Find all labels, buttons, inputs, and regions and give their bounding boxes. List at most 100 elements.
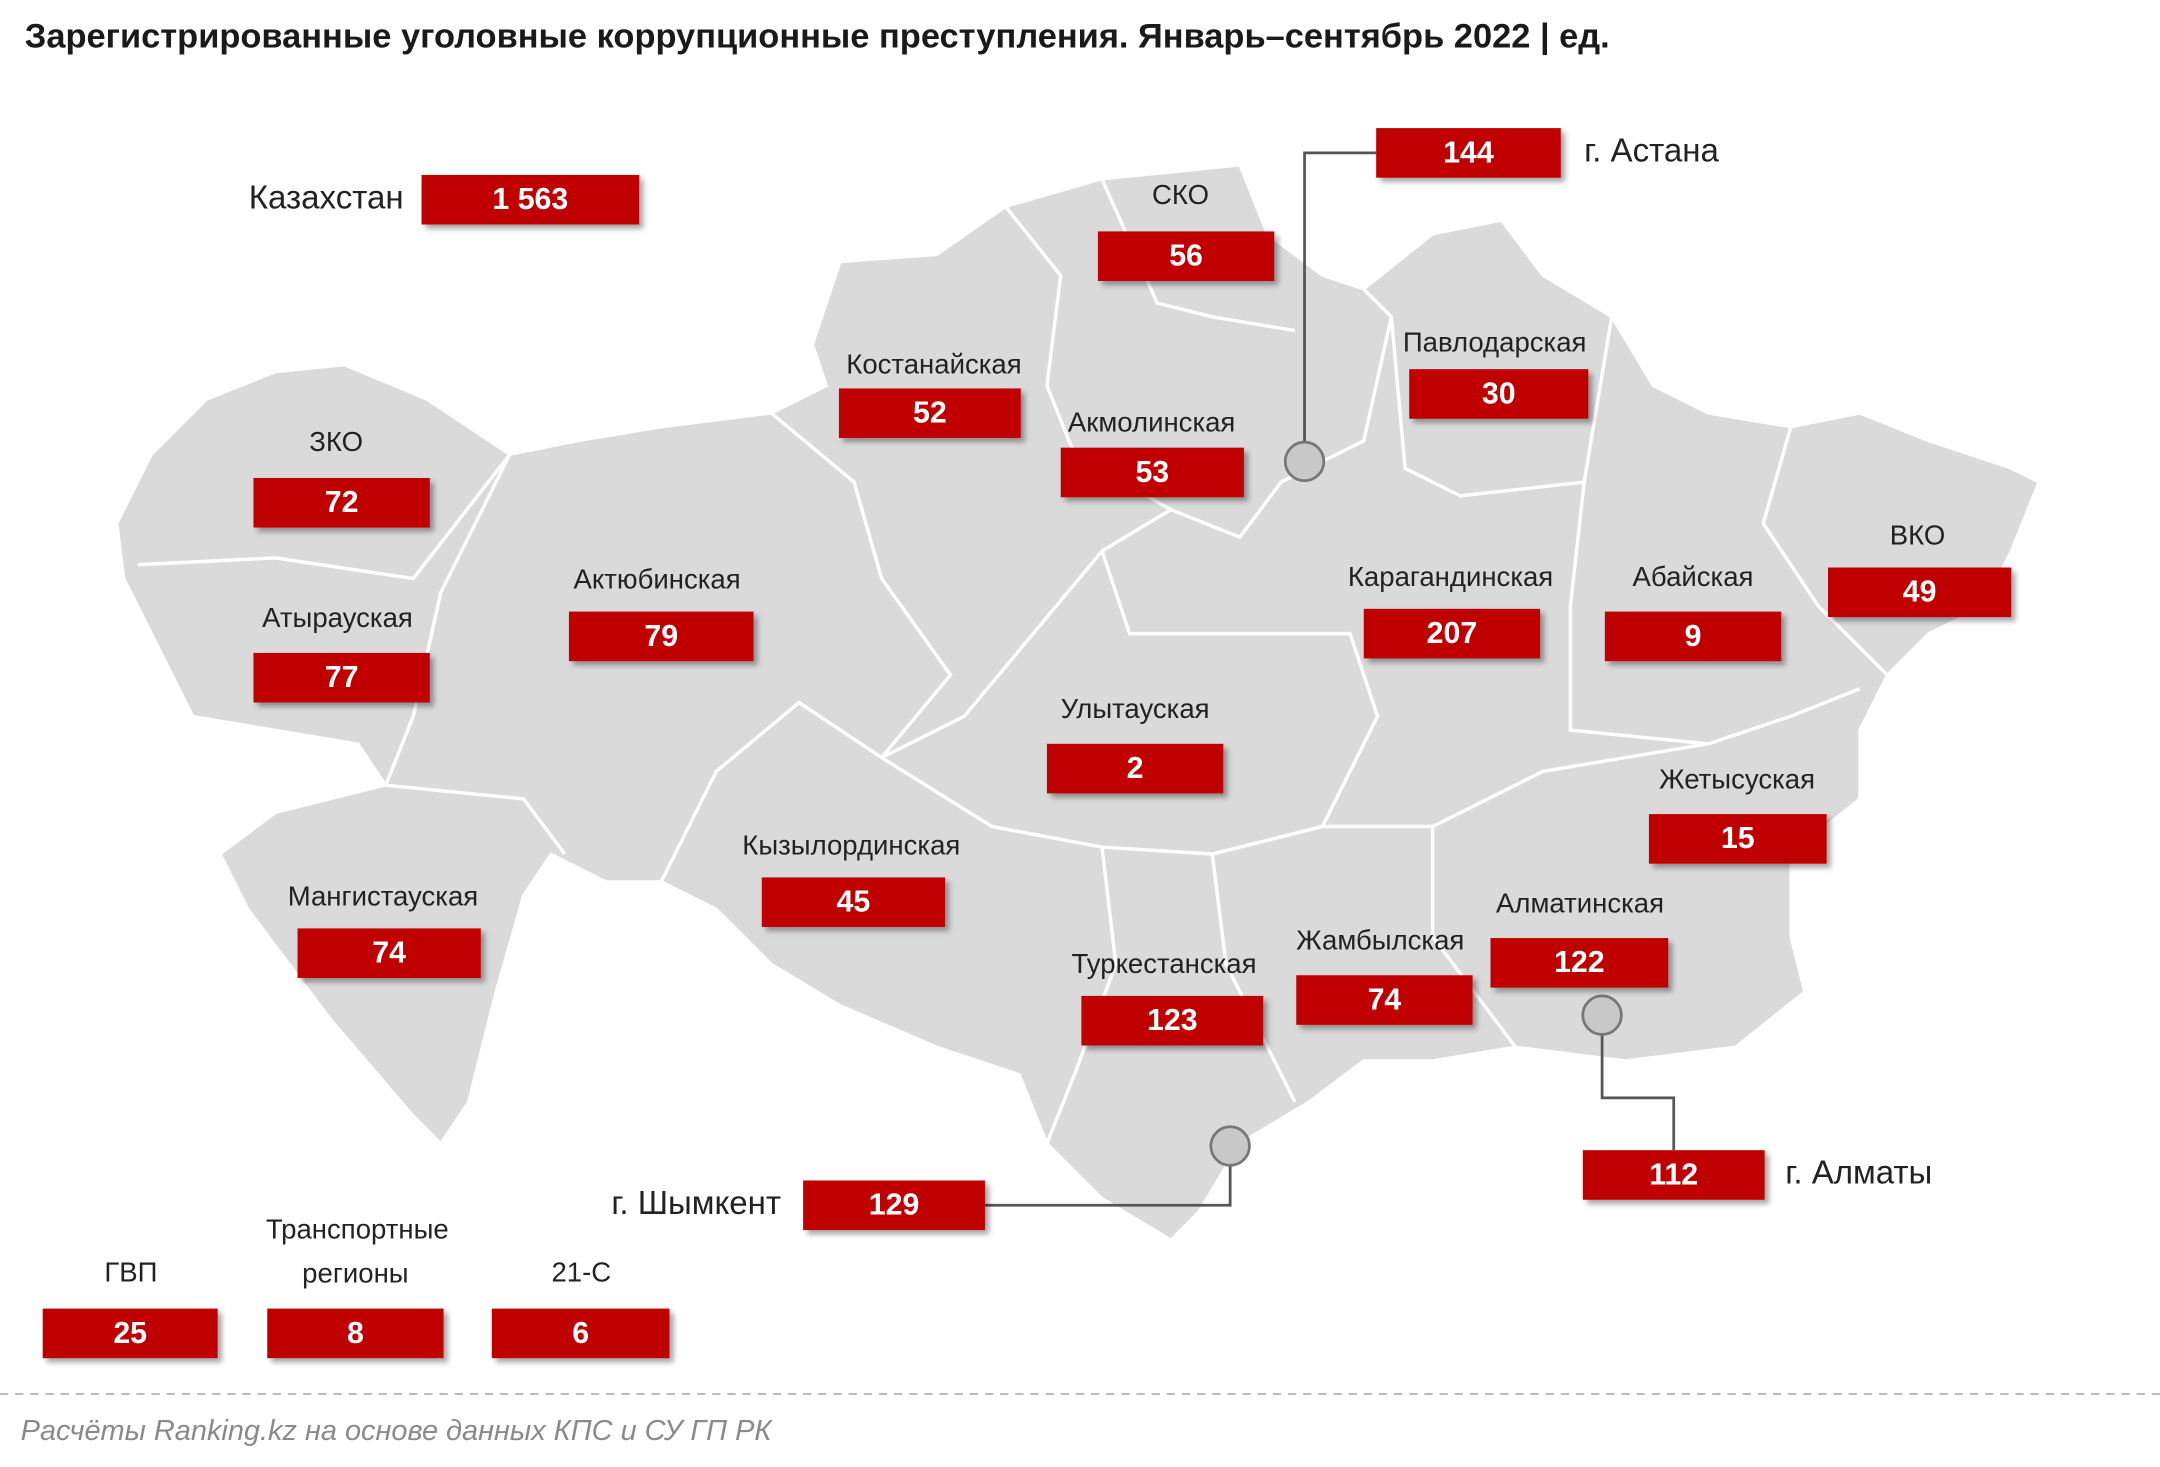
region-label: ЗКО [309, 426, 363, 457]
value-label: 122 [1554, 946, 1605, 979]
region-group: 129 г. Шымкент [611, 1180, 985, 1231]
region-label: г. Алматы [1785, 1155, 1932, 1192]
region-label: Алматинская [1496, 887, 1664, 918]
value-box [42, 1308, 218, 1359]
region-label: г. Шымкент [611, 1185, 781, 1222]
value-label: 2 [1127, 752, 1144, 785]
connectors [984, 151, 1676, 1207]
region-group: 1 563 Казахстан [249, 174, 640, 225]
value-box [1046, 743, 1224, 794]
region-group: 53 Акмолинская [1060, 407, 1244, 498]
value-label: 72 [325, 486, 359, 519]
value-box [1363, 608, 1541, 659]
region-label: Жамбылская [1296, 924, 1464, 955]
region-group: 15 Жетысуская [1648, 763, 1827, 864]
value-label: 6 [572, 1317, 589, 1350]
value-box [253, 652, 430, 703]
region-group: 122 Алматинская [1490, 887, 1669, 988]
region-label: Мангистауская [288, 880, 478, 911]
value-box [267, 1308, 444, 1359]
value-label: 207 [1427, 617, 1478, 650]
value-box [1604, 611, 1782, 662]
region-group: 2 Улытауская [1046, 693, 1224, 794]
region-group: 74 Жамбылская [1296, 924, 1473, 1025]
region-group: 8 Транспортные регионы [265, 1214, 449, 1359]
value-box [1081, 995, 1264, 1046]
value-box [761, 877, 945, 928]
region-label: ГВП [104, 1256, 157, 1287]
region-group: 79 Актюбинская [568, 564, 754, 662]
region-label: Туркестанская [1072, 948, 1257, 979]
title: Зарегистрированные уголовные коррупционн… [25, 18, 1610, 56]
value-label: 56 [1169, 240, 1203, 273]
value-box [1409, 369, 1589, 419]
region-label: Карагандинская [1348, 561, 1553, 592]
region-label: Актюбинская [574, 564, 741, 595]
region-group: 144 г. Астана [1376, 128, 1720, 178]
region-group: 45 Кызылординская [742, 829, 960, 928]
value-label: 52 [913, 397, 947, 430]
value-box [838, 388, 1021, 439]
region-group: 77 Атырауская [253, 602, 430, 703]
value-label: 49 [1903, 576, 1937, 609]
value-box [253, 477, 430, 528]
region-group: 52 Костанайская [838, 349, 1022, 439]
region-label: Транспортные регионы [265, 1214, 449, 1290]
region-label: Акмолинская [1068, 407, 1235, 438]
region-label: Павлодарская [1403, 327, 1587, 358]
value-label: 123 [1147, 1004, 1198, 1037]
value-label: 30 [1482, 377, 1516, 410]
value-box [568, 611, 754, 662]
region-group: 56 СКО [1097, 179, 1275, 282]
value-box [1296, 975, 1473, 1025]
value-label: 79 [644, 620, 678, 653]
region-label: ВКО [1890, 519, 1946, 550]
value-box [297, 928, 481, 978]
value-label: 77 [325, 661, 359, 694]
value-box [1490, 938, 1669, 988]
region-group: 9 Абайская [1604, 561, 1782, 662]
region-label: Абайская [1633, 561, 1754, 592]
value-label: 8 [347, 1317, 364, 1350]
value-label: 112 [1649, 1158, 1698, 1191]
value-label: 25 [113, 1317, 147, 1350]
region-label: 21-С [551, 1256, 611, 1287]
region-group: 74 Мангистауская [288, 880, 481, 978]
region-group: 72 ЗКО [253, 426, 430, 528]
value-box [1828, 567, 2012, 618]
value-box [421, 174, 640, 225]
value-label: 144 [1443, 136, 1494, 169]
value-box [1060, 447, 1244, 498]
value-box [1376, 128, 1561, 178]
region-label: Атырауская [262, 602, 413, 633]
region-label: Улытауская [1061, 693, 1210, 724]
region-group: 6 21-С [491, 1256, 670, 1359]
region-label: Кызылординская [742, 829, 960, 860]
value-box [491, 1308, 670, 1359]
value-label: 1 563 [492, 183, 568, 216]
value-box [1582, 1150, 1765, 1200]
value-label: 15 [1721, 822, 1755, 855]
region-group: 123 Туркестанская [1072, 948, 1264, 1046]
region-label-box: Транспортные регионы [265, 1214, 449, 1290]
region-group: 30 Павлодарская [1403, 327, 1589, 419]
region-group: 49 ВКО [1828, 519, 2012, 618]
value-label: 53 [1135, 456, 1169, 489]
value-label: 74 [372, 937, 406, 970]
region-group: 112 г. Алматы [1582, 1150, 1932, 1200]
value-box [803, 1180, 985, 1231]
source-note: Расчёты Ranking.kz на основе данных КПС … [21, 1415, 774, 1447]
region-label: Казахстан [249, 179, 404, 216]
region-group: 25 ГВП [42, 1256, 218, 1359]
value-box [1097, 231, 1275, 282]
value-box [1648, 814, 1827, 864]
value-label: 9 [1685, 620, 1702, 653]
region-label: Жетысуская [1659, 763, 1815, 794]
region-label: СКО [1152, 179, 1209, 210]
value-label: 74 [1368, 983, 1402, 1016]
region-group: 207 Карагандинская [1348, 561, 1553, 659]
region-label: Костанайская [846, 349, 1021, 380]
